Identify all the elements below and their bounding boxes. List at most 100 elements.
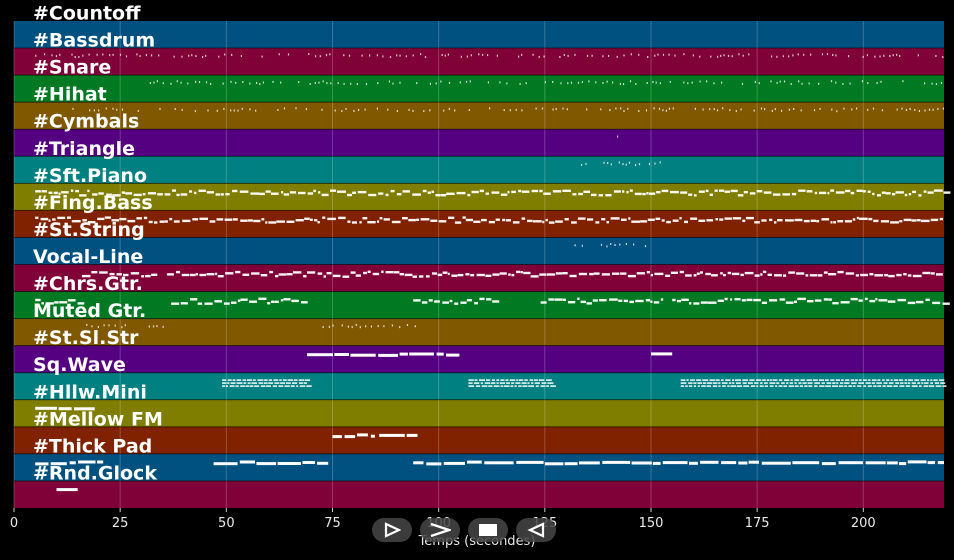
note (813, 379, 818, 381)
track-band (14, 345, 944, 373)
note (485, 379, 491, 381)
note (874, 274, 884, 277)
note (672, 298, 676, 302)
note (562, 272, 568, 275)
note (412, 193, 421, 196)
stop-button[interactable] (468, 518, 508, 542)
forward-button[interactable] (420, 518, 460, 542)
note (610, 217, 620, 220)
note (610, 243, 612, 245)
track-label: Sq.Wave (33, 354, 126, 376)
note (428, 299, 433, 302)
note (229, 385, 235, 387)
note (656, 191, 661, 194)
note (713, 82, 715, 85)
note (803, 53, 805, 56)
note (321, 193, 329, 197)
note (467, 193, 471, 197)
note (708, 301, 717, 304)
note (328, 325, 330, 328)
note (199, 273, 207, 277)
note-group (213, 460, 329, 466)
note (895, 191, 904, 194)
note (721, 81, 723, 84)
note (845, 189, 851, 193)
note (78, 56, 80, 58)
note (218, 55, 220, 58)
note (668, 53, 670, 56)
note (125, 55, 128, 58)
note (539, 189, 543, 193)
note (943, 191, 951, 194)
note (741, 82, 744, 85)
note (688, 302, 692, 305)
note (171, 302, 180, 305)
note (692, 54, 694, 57)
note (776, 382, 780, 384)
note (619, 82, 621, 85)
note (512, 221, 520, 224)
note (735, 379, 741, 381)
note (564, 218, 569, 221)
note (672, 107, 674, 110)
back-button[interactable] (516, 518, 556, 542)
note-group (35, 216, 943, 224)
note (866, 54, 868, 57)
note (665, 109, 667, 112)
note (746, 298, 753, 302)
note (97, 460, 104, 464)
note (247, 219, 253, 222)
note (254, 385, 260, 387)
note (45, 302, 54, 305)
note (187, 82, 189, 85)
note (217, 275, 224, 278)
note (148, 325, 150, 328)
note (830, 80, 833, 83)
note (918, 194, 922, 197)
note (121, 326, 123, 329)
note (515, 108, 517, 111)
note (198, 81, 201, 83)
note (693, 385, 696, 387)
track-label: #Rnd.Glock (33, 462, 157, 484)
note (924, 82, 926, 85)
note (705, 272, 711, 276)
x-tick-label: 0 (10, 516, 18, 531)
note (389, 56, 392, 59)
note (402, 190, 410, 193)
note (278, 53, 280, 56)
note (223, 302, 230, 305)
stop-square-icon (479, 524, 497, 536)
x-tick-label: 50 (218, 516, 235, 531)
note (516, 270, 521, 274)
note (928, 108, 931, 111)
note (249, 108, 251, 111)
note (877, 379, 881, 381)
note (518, 385, 522, 387)
note (538, 55, 540, 58)
note (852, 218, 856, 221)
note (920, 379, 926, 381)
note (109, 272, 115, 276)
note (112, 53, 114, 56)
play-button[interactable] (372, 518, 412, 542)
note (180, 302, 188, 305)
note (365, 83, 368, 86)
note (283, 298, 291, 301)
note (496, 382, 499, 384)
note (280, 382, 286, 384)
note (655, 217, 661, 220)
x-tick-label: 175 (745, 516, 770, 531)
note (347, 325, 349, 328)
note (492, 273, 500, 276)
note (828, 273, 837, 276)
note (880, 220, 890, 223)
note (792, 54, 794, 57)
note (620, 107, 622, 110)
note (560, 82, 562, 85)
note (571, 221, 577, 224)
note (581, 244, 583, 247)
note (555, 272, 563, 275)
note (878, 299, 888, 302)
